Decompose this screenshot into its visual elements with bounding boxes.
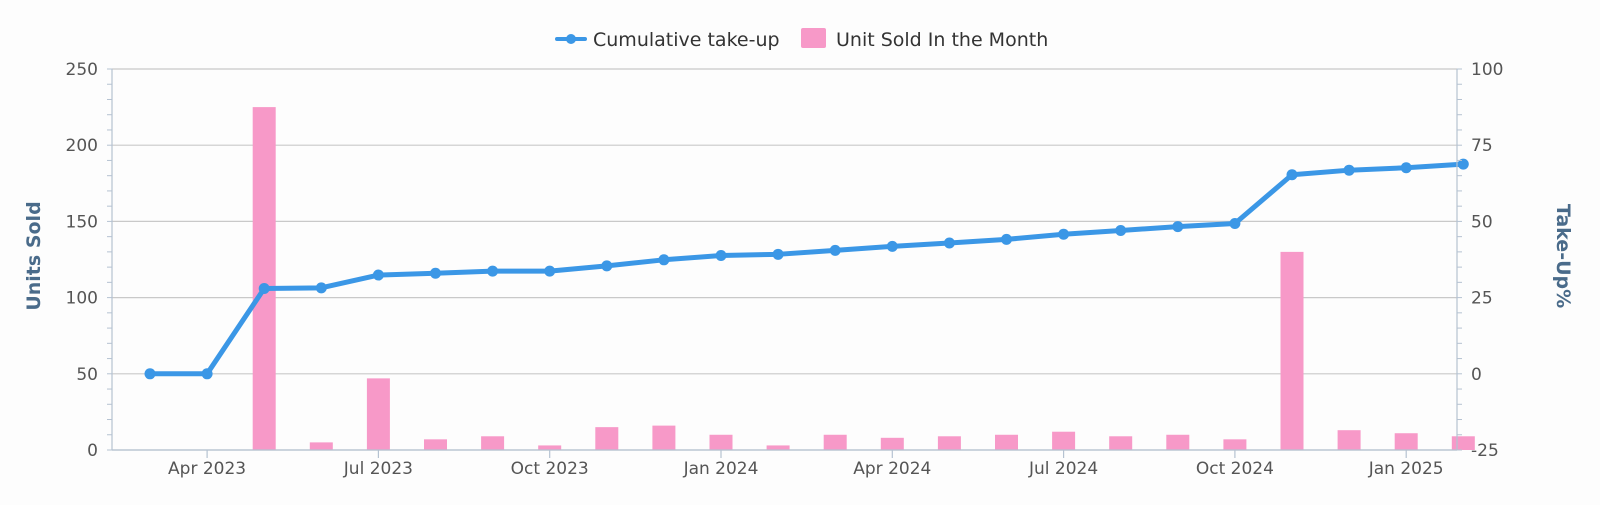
x-tick-label: Apr 2023 xyxy=(168,459,246,479)
y-axis-right-title: Take-Up% xyxy=(1552,204,1574,308)
line-point xyxy=(1343,164,1355,176)
y-tick-right: 0 xyxy=(1471,365,1482,385)
y-tick-right: 100 xyxy=(1471,60,1503,80)
bar xyxy=(937,436,961,450)
y-tick-left: 0 xyxy=(87,441,98,461)
line-point xyxy=(1229,218,1241,230)
legend[interactable]: Cumulative take-up Unit Sold In the Mont… xyxy=(555,28,1048,51)
bar xyxy=(1109,436,1133,450)
bar xyxy=(1337,430,1361,450)
line-path xyxy=(147,161,1466,377)
bar xyxy=(880,437,904,450)
line-point xyxy=(1400,162,1412,174)
x-tick-label: Oct 2023 xyxy=(511,459,589,479)
bar xyxy=(424,439,447,450)
bar xyxy=(652,425,676,450)
bar xyxy=(995,434,1018,450)
legend-item-line[interactable]: Cumulative take-up xyxy=(555,29,780,51)
y-tick-left: 50 xyxy=(76,365,98,385)
line-point xyxy=(1286,169,1298,181)
line-point xyxy=(258,282,270,294)
line-point xyxy=(658,254,670,266)
bar xyxy=(366,378,390,450)
line-point xyxy=(372,269,384,281)
line-point xyxy=(487,265,499,277)
line-point xyxy=(886,240,898,252)
line-point xyxy=(430,267,441,279)
line-point xyxy=(1457,158,1469,170)
bar xyxy=(1280,251,1304,450)
line-point xyxy=(1001,233,1012,245)
x-tick-label: Oct 2024 xyxy=(1196,459,1274,479)
legend-item-bar[interactable]: Unit Sold In the Month xyxy=(801,28,1048,51)
line-point xyxy=(144,368,156,380)
x-tick-label: Jul 2024 xyxy=(1028,459,1098,479)
x-tick-label: Apr 2024 xyxy=(853,459,931,479)
legend-label-line: Cumulative take-up xyxy=(593,29,780,51)
bar-series xyxy=(252,107,1475,450)
y-tick-right: 75 xyxy=(1471,136,1493,156)
y-tick-left: 150 xyxy=(66,212,98,232)
legend-label-bar: Unit Sold In the Month xyxy=(836,29,1048,51)
line-point xyxy=(601,260,613,272)
y-tick-right: 25 xyxy=(1471,289,1493,309)
bar xyxy=(595,427,619,450)
bar xyxy=(1394,433,1418,450)
y-tick-left: 200 xyxy=(66,136,98,156)
bar xyxy=(766,445,790,450)
line-point xyxy=(715,250,727,262)
line-point xyxy=(201,368,213,380)
line-point xyxy=(1058,228,1070,240)
line-series xyxy=(144,158,1469,380)
x-tick-label: Jul 2023 xyxy=(343,459,413,479)
bar xyxy=(823,434,847,450)
line-point xyxy=(829,244,841,256)
x-tick-label: Jan 2024 xyxy=(683,459,759,479)
y-tick-left: 250 xyxy=(66,60,98,80)
bar xyxy=(309,442,333,450)
axes: 0 50 100 150 200 250 -25 0 25 50 75 100 Apr 2023 Jul … xyxy=(66,60,1504,479)
y-tick-left: 100 xyxy=(66,289,98,309)
x-tick-label: Jan 2025 xyxy=(1368,459,1444,479)
line-point xyxy=(943,237,955,249)
bar xyxy=(1166,434,1190,450)
bar xyxy=(252,107,276,450)
y-axis-left-title: Units Sold xyxy=(23,201,45,310)
y-tick-right: 50 xyxy=(1471,212,1493,232)
bar xyxy=(709,434,733,450)
line-point xyxy=(1115,225,1127,237)
line-point xyxy=(544,265,556,277)
y-tick-right: -25 xyxy=(1471,441,1499,461)
line-point xyxy=(1172,221,1184,233)
bar xyxy=(1052,431,1076,450)
bar xyxy=(1223,439,1247,450)
line-point xyxy=(315,282,327,294)
bar xyxy=(538,445,562,450)
grid-lines xyxy=(112,68,1457,451)
line-point xyxy=(772,248,784,260)
bar xyxy=(481,436,505,450)
